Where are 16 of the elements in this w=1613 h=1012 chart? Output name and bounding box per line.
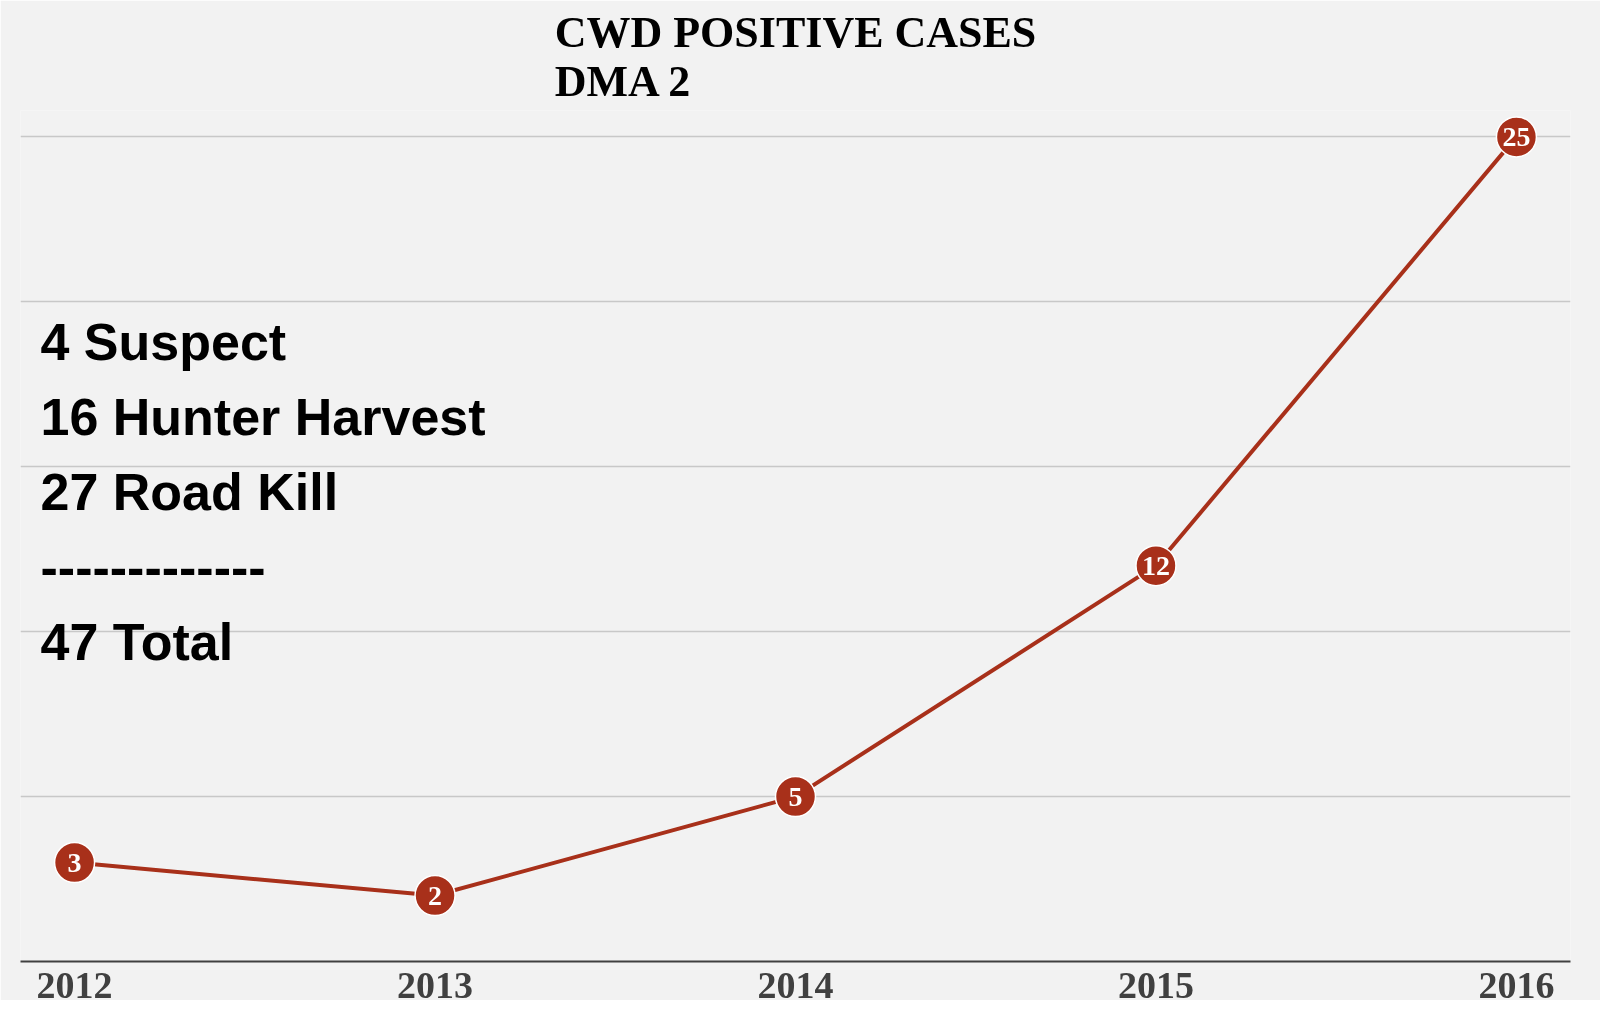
- x-tick-label: 2013: [397, 963, 474, 1006]
- annotation: 47 Total: [40, 612, 234, 671]
- data-label: 25: [1502, 120, 1531, 152]
- chart-title: CWD POSITIVE CASES DMA 2: [554, 7, 1037, 106]
- x-tick-label: 2015: [1117, 963, 1194, 1006]
- data-label: 2: [428, 879, 443, 911]
- x-tick-label: 2012: [36, 963, 113, 1006]
- annotation: -------------: [40, 537, 266, 596]
- annotation: 16 Hunter Harvest: [40, 387, 486, 446]
- data-label: 12: [1141, 549, 1170, 581]
- data-label: 3: [67, 846, 82, 878]
- annotation: 4 Suspect: [40, 312, 287, 371]
- x-tick-label: 2016: [1478, 963, 1555, 1006]
- x-tick-label: 2014: [757, 963, 834, 1006]
- annotation: 27 Road Kill: [40, 462, 339, 521]
- data-label: 5: [788, 780, 803, 812]
